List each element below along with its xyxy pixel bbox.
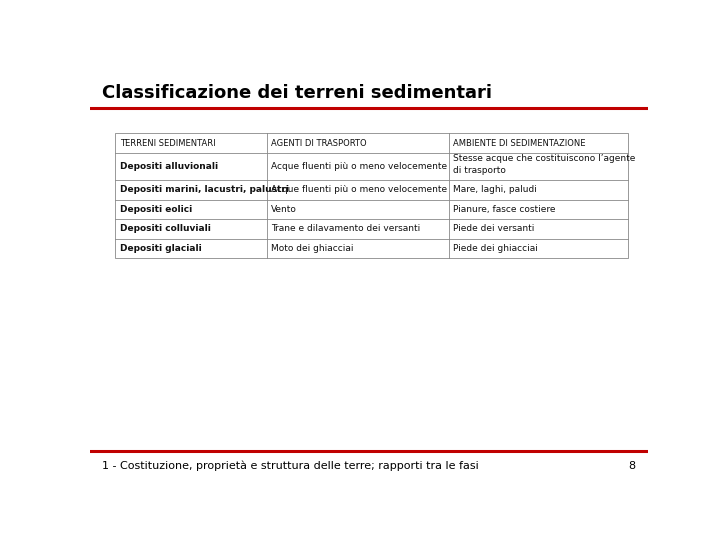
Text: Depositi alluvionali: Depositi alluvionali [120,162,217,171]
Text: Mare, laghi, paludi: Mare, laghi, paludi [454,185,537,194]
Text: Trane e dilavamento dei versanti: Trane e dilavamento dei versanti [271,225,420,233]
Text: Depositi marini, lacustri, palustri: Depositi marini, lacustri, palustri [120,185,289,194]
Text: Acque fluenti più o meno velocemente: Acque fluenti più o meno velocemente [271,185,447,194]
Text: TERRENI SEDIMENTARI: TERRENI SEDIMENTARI [120,139,215,147]
Text: Moto dei ghiacciai: Moto dei ghiacciai [271,244,354,253]
Text: Depositi eolici: Depositi eolici [120,205,192,214]
Text: Depositi colluviali: Depositi colluviali [120,225,210,233]
Text: AMBIENTE DI SEDIMENTAZIONE: AMBIENTE DI SEDIMENTAZIONE [454,139,586,147]
Text: 1 - Costituzione, proprietà e struttura delle terre; rapporti tra le fasi: 1 - Costituzione, proprietà e struttura … [102,461,479,471]
Text: AGENTI DI TRASPORTO: AGENTI DI TRASPORTO [271,139,366,147]
Text: 8: 8 [629,461,636,471]
Text: Classificazione dei terreni sedimentari: Classificazione dei terreni sedimentari [102,84,492,102]
Text: Piede dei ghiacciai: Piede dei ghiacciai [454,244,538,253]
Text: Stesse acque che costituiscono l’agente
di trasporto: Stesse acque che costituiscono l’agente … [454,154,636,175]
Text: Acque fluenti più o meno velocemente: Acque fluenti più o meno velocemente [271,162,447,171]
Bar [115,133,629,258]
Text: Vento: Vento [271,205,297,214]
Text: Piede dei versanti: Piede dei versanti [454,225,535,233]
Text: Depositi glaciali: Depositi glaciali [120,244,202,253]
Text: Pianure, fasce costiere: Pianure, fasce costiere [454,205,556,214]
